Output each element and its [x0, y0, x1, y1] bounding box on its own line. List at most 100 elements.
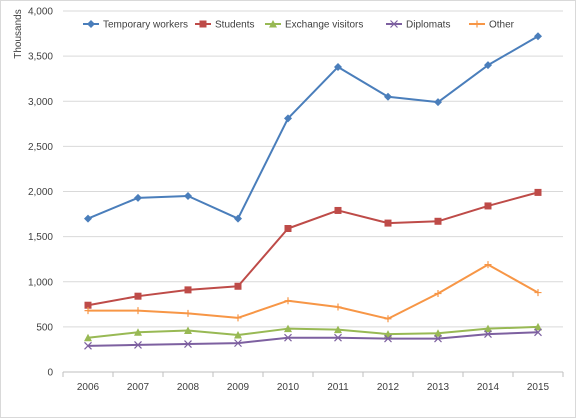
x-marker — [534, 328, 542, 337]
series-3 — [84, 328, 542, 350]
triangle-marker — [284, 324, 292, 333]
diamond-marker — [484, 61, 492, 70]
x-marker — [134, 341, 142, 349]
diamond-marker — [334, 62, 342, 71]
series-0 — [84, 32, 542, 223]
diamond-marker — [84, 214, 92, 223]
y-tick-label: 2,500 — [28, 142, 53, 153]
x-tick-label: 2009 — [227, 382, 250, 393]
x-tick-label: 2015 — [527, 382, 550, 393]
legend-item: Diplomats — [386, 20, 450, 31]
axes: 0 500 1,000 1,500 2,000 2,500 3,000 3,500 4,000 2… — [28, 7, 564, 393]
x-marker — [334, 333, 342, 342]
triangle-marker — [269, 20, 277, 28]
series-4 — [84, 261, 542, 323]
x-tick-label: 2014 — [477, 382, 500, 393]
x-marker — [84, 341, 92, 350]
square-marker — [184, 286, 192, 294]
triangle-marker — [134, 328, 142, 336]
x-tick-label: 2010 — [277, 382, 300, 393]
plus-marker — [84, 307, 92, 315]
legend-item: Students — [195, 20, 254, 31]
x-marker — [484, 330, 492, 339]
legend-label: Temporary workers — [103, 20, 188, 31]
plus-marker — [473, 20, 481, 28]
plus-marker — [484, 261, 492, 269]
x-tick-label: 2007 — [127, 382, 150, 393]
x-tick-label: 2008 — [177, 382, 200, 393]
square-marker — [484, 202, 492, 210]
legend-label: Other — [489, 20, 515, 31]
plus-marker — [284, 297, 292, 305]
square-marker — [534, 188, 542, 196]
y-tick-label: 3,500 — [28, 52, 53, 63]
triangle-marker — [384, 330, 392, 338]
series-line — [87, 191, 539, 307]
triangle-marker — [184, 326, 192, 334]
legend-item: Exchange visitors — [265, 20, 363, 31]
plus-marker — [384, 315, 392, 323]
series-line — [87, 35, 539, 220]
legend-label: Students — [215, 20, 254, 31]
diamond-marker — [534, 32, 542, 41]
legend-label: Exchange visitors — [285, 20, 363, 31]
y-tick-label: 4,000 — [28, 7, 53, 18]
series — [84, 32, 542, 350]
square-marker — [234, 282, 242, 290]
square-marker — [384, 219, 392, 227]
diamond-marker — [384, 92, 392, 101]
square-marker — [334, 206, 342, 214]
series-line — [88, 263, 539, 320]
x-tick-label: 2011 — [327, 382, 349, 393]
square-marker — [84, 301, 92, 309]
diamond-marker — [434, 98, 442, 107]
square-marker — [434, 217, 442, 225]
plus-marker — [334, 303, 342, 311]
square-marker — [134, 292, 142, 300]
y-tick-label: 500 — [36, 322, 53, 333]
triangle-marker — [534, 322, 542, 331]
plus-marker — [184, 309, 192, 317]
triangle-marker — [84, 333, 92, 342]
triangle-marker — [434, 329, 442, 337]
triangle-marker — [234, 330, 242, 339]
x-tick-label: 2013 — [427, 382, 450, 393]
series-line — [87, 331, 539, 347]
y-tick-label: 0 — [47, 368, 53, 379]
plus-marker — [234, 314, 242, 322]
square-marker — [199, 20, 207, 28]
triangle-marker — [334, 325, 342, 334]
gridlines — [63, 10, 563, 328]
series-2 — [84, 322, 542, 342]
y-tick-label: 2,000 — [28, 187, 53, 198]
x-marker — [284, 333, 292, 342]
diamond-marker — [87, 20, 95, 28]
legend-label: Diplomats — [406, 20, 450, 31]
legend-item: Temporary workers — [83, 20, 188, 31]
x-tick-label: 2012 — [377, 382, 400, 393]
series-line — [87, 325, 539, 339]
x-marker — [184, 340, 192, 348]
diamond-marker — [134, 193, 142, 202]
diamond-marker — [234, 214, 242, 223]
plus-marker — [434, 289, 442, 297]
y-tick-label: 3,000 — [28, 97, 53, 108]
x-marker — [434, 334, 442, 343]
x-marker — [384, 334, 392, 343]
y-tick-label: 1,500 — [28, 232, 53, 243]
y-axis-title: Thousands — [13, 9, 24, 58]
legend: Temporary workers Students Exchange visito… — [83, 20, 515, 31]
diamond-marker — [184, 192, 192, 201]
triangle-marker — [484, 324, 492, 333]
plus-marker — [134, 307, 142, 315]
x-marker — [390, 20, 398, 28]
square-marker — [284, 225, 292, 233]
y-tick-label: 1,000 — [28, 277, 53, 288]
legend-item: Other — [469, 20, 515, 31]
x-marker — [234, 339, 242, 348]
x-tick-label: 2006 — [77, 382, 100, 393]
series-1 — [84, 188, 542, 309]
diamond-marker — [284, 114, 292, 123]
